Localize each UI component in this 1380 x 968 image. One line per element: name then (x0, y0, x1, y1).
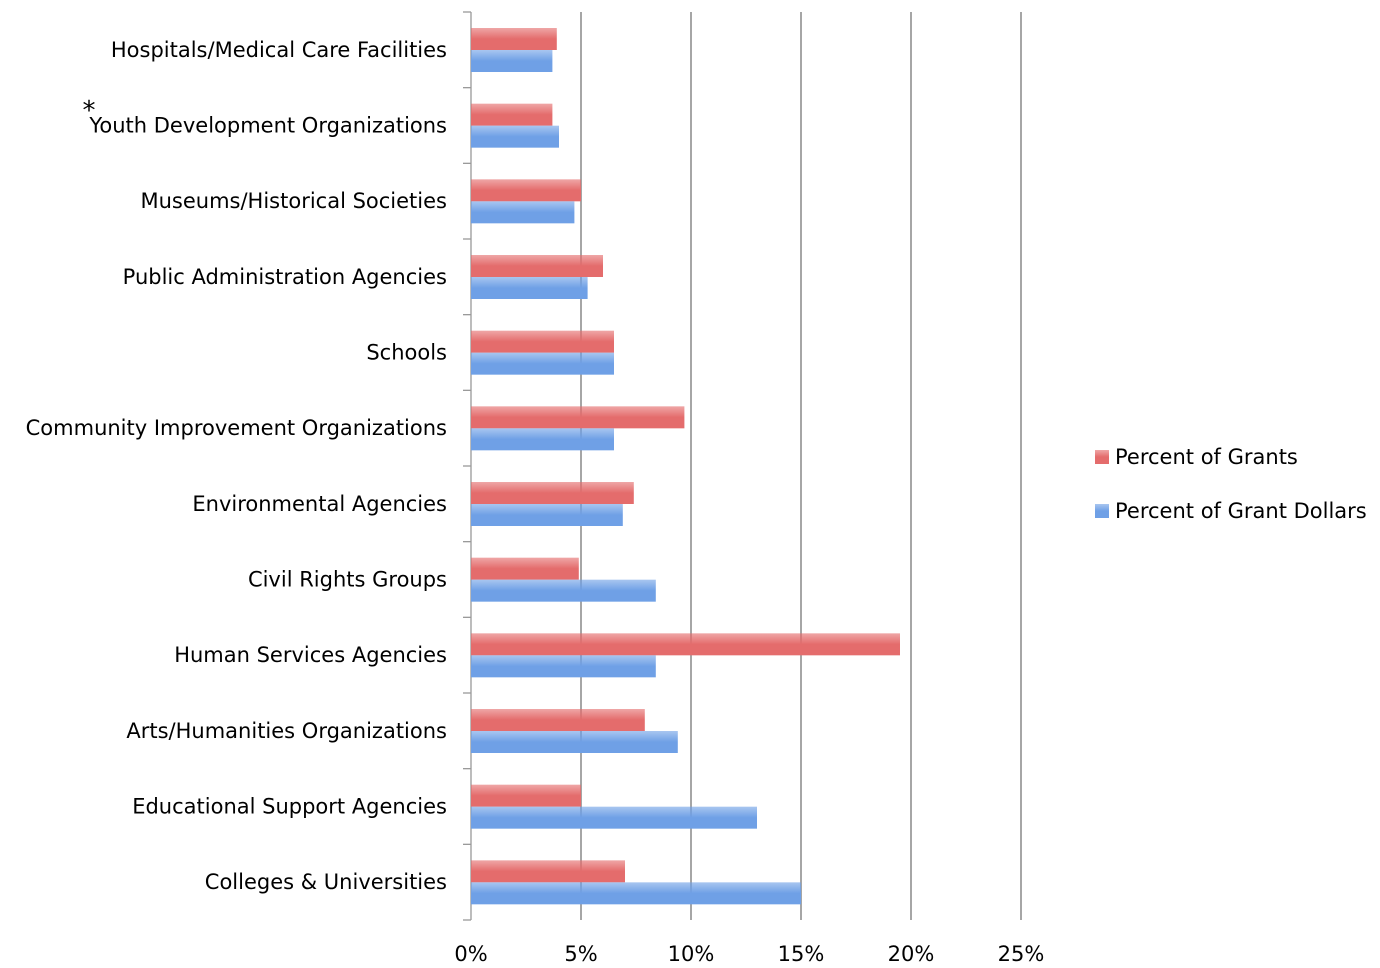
x-tick-label: 15% (778, 942, 825, 966)
bar (471, 277, 588, 299)
y-tick-label: Environmental Agencies (192, 492, 447, 516)
x-tick-label: 5% (564, 942, 597, 966)
y-tick-label: Community Improvement Organizations (26, 416, 447, 440)
bar (471, 709, 645, 731)
bar (471, 406, 685, 429)
y-tick-label: Schools (366, 341, 447, 365)
y-tick-label: Human Services Agencies (174, 643, 447, 667)
bar (471, 50, 553, 72)
bar (471, 731, 678, 753)
y-tick-label: Youth Development Organizations (88, 114, 447, 138)
x-tick-label: 25% (998, 942, 1045, 966)
bar (471, 655, 656, 678)
bar (471, 633, 900, 656)
bar (471, 330, 614, 353)
bar (471, 482, 634, 504)
bar (471, 179, 581, 202)
bar (471, 125, 559, 148)
x-tick-label: 20% (888, 942, 935, 966)
bar (471, 255, 603, 277)
bar (471, 579, 656, 602)
bar (471, 428, 614, 451)
x-tick-label: 0% (454, 942, 487, 966)
y-tick-label: Arts/Humanities Organizations (126, 719, 447, 743)
annotation: * (83, 96, 96, 126)
bar (471, 882, 801, 905)
bar (471, 201, 575, 224)
bar (471, 557, 579, 580)
bar (471, 860, 625, 883)
y-tick-label: Museums/Historical Societies (140, 189, 447, 213)
legend-swatch (1095, 504, 1109, 518)
bar (471, 103, 553, 126)
bar (471, 504, 623, 526)
y-tick-label: Public Administration Agencies (123, 265, 447, 289)
y-tick-label: Civil Rights Groups (248, 568, 447, 592)
y-tick-label: Hospitals/Medical Care Facilities (111, 38, 447, 62)
bar (471, 28, 557, 50)
legend-label: Percent of Grants (1115, 445, 1298, 469)
x-tick-label: 10% (668, 942, 715, 966)
bar (471, 352, 614, 375)
y-tick-label: Colleges & Universities (205, 870, 447, 894)
bar (471, 784, 581, 807)
legend-swatch (1095, 450, 1109, 464)
legend-label: Percent of Grant Dollars (1115, 499, 1367, 523)
bar (471, 806, 757, 829)
y-tick-label: Educational Support Agencies (132, 795, 447, 819)
